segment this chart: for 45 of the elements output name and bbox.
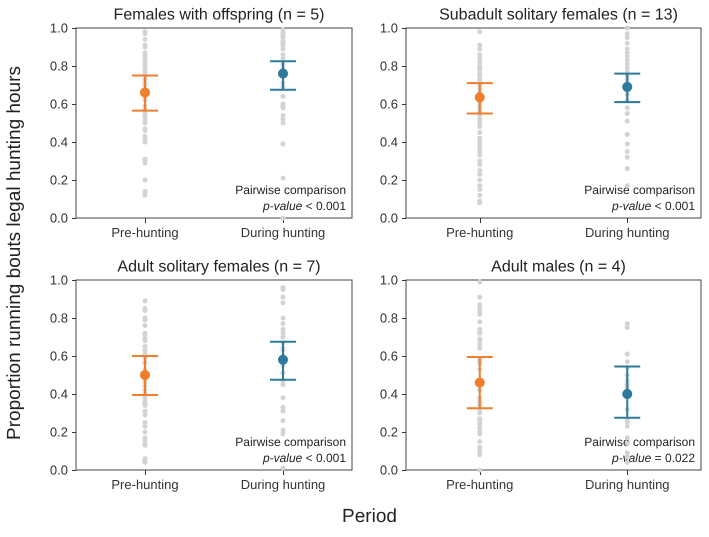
y-tick-label: 0.4 [50, 386, 68, 402]
x-tick-label: Pre-hunting [446, 225, 514, 240]
annotation: Pairwise comparison [235, 435, 346, 449]
y-tick-label: 0.2 [380, 172, 398, 188]
annotation: p-value < 0.001 [262, 199, 346, 213]
y-tick-label: 0.4 [50, 134, 68, 150]
annotation: Pairwise comparison [235, 183, 346, 197]
y-tick-label: 0.2 [380, 424, 398, 440]
annotation: p-value < 0.001 [262, 451, 346, 465]
y-tick-label: 0.0 [380, 462, 398, 478]
x-tick-label: Pre-hunting [111, 225, 179, 240]
y-tick-label: 1.0 [380, 20, 398, 36]
y-tick-label: 1.0 [50, 272, 68, 288]
chart-title: Adult solitary females (n = 7) [117, 258, 321, 276]
y-tick-label: 1.0 [50, 20, 68, 36]
y-tick-label: 0.8 [380, 310, 398, 326]
y-tick-label: 0.6 [50, 96, 68, 112]
x-tick-label: During hunting [584, 225, 670, 240]
y-tick-label: 0.0 [50, 462, 68, 478]
x-tick-label: Pre-hunting [111, 477, 179, 492]
chart-title: Subadult solitary females (n = 13) [439, 6, 678, 24]
chart-title: Females with offspring (n = 5) [114, 6, 324, 24]
y-tick-label: 0.4 [380, 134, 398, 150]
annotation: Pairwise comparison [584, 435, 696, 449]
y-tick-label: 0.6 [50, 348, 68, 364]
x-tick-label: During hunting [584, 477, 670, 492]
chart-title: Adult males (n = 4) [491, 258, 626, 276]
y-tick-label: 0.0 [50, 210, 68, 226]
y-tick-label: 0.8 [380, 58, 398, 74]
y-tick-label: 0.0 [380, 210, 398, 226]
y-tick-label: 0.8 [50, 310, 68, 326]
annotation: p-value < 0.001 [610, 199, 696, 213]
y-tick-label: 0.2 [50, 424, 68, 440]
y-axis-title: Proportion running bouts legal hunting hours [4, 66, 26, 440]
x-axis-title: Period [341, 506, 398, 528]
x-tick-label: During hunting [240, 477, 326, 492]
y-tick-label: 0.6 [380, 348, 398, 364]
y-tick-label: 0.4 [380, 386, 398, 402]
y-tick-label: 1.0 [380, 272, 398, 288]
y-tick-label: 0.8 [50, 58, 68, 74]
y-tick-label: 0.6 [380, 96, 398, 112]
x-tick-label: During hunting [240, 225, 326, 240]
x-tick-label: Pre-hunting [446, 477, 514, 492]
annotation: Pairwise comparison [584, 183, 696, 197]
y-tick-label: 0.2 [50, 172, 68, 188]
